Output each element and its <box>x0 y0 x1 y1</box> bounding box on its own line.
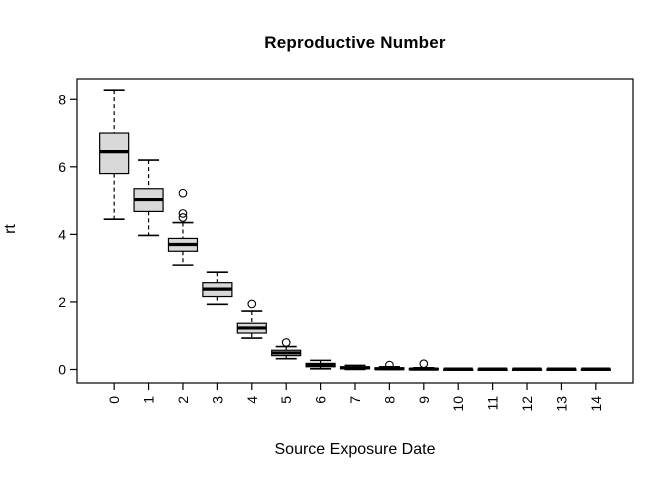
outlier-point <box>419 359 429 369</box>
x-tick-label: 11 <box>485 396 501 411</box>
x-tick-label: 6 <box>313 396 329 404</box>
x-tick-label: 7 <box>347 396 363 404</box>
x-tick-label: 4 <box>244 396 260 404</box>
outlier-point <box>178 213 188 222</box>
outlier-point <box>281 338 291 347</box>
outlier-point <box>385 360 394 370</box>
x-tick-label: 3 <box>209 396 225 404</box>
x-tick-label: 12 <box>519 396 535 412</box>
outlier-point <box>247 299 257 309</box>
y-tick-label: 2 <box>58 294 66 310</box>
chart-title: Reproductive Number <box>264 33 446 52</box>
outlier-point <box>178 209 188 218</box>
y-tick-label: 8 <box>58 91 66 107</box>
x-tick-label: 1 <box>141 396 157 404</box>
x-tick-label: 2 <box>175 396 191 404</box>
x-tick-label: 0 <box>106 396 122 404</box>
x-tick-label: 5 <box>278 396 294 404</box>
y-axis-label: rt <box>2 224 19 234</box>
outlier-point <box>178 188 188 198</box>
x-tick-label: 14 <box>588 396 604 412</box>
y-tick-label: 0 <box>58 361 66 377</box>
y-tick-label: 4 <box>58 226 66 242</box>
box-iqr <box>99 132 130 175</box>
y-tick-label: 6 <box>58 159 66 175</box>
plot-border <box>76 78 634 384</box>
x-axis-label: Source Exposure Date <box>274 441 436 458</box>
x-tick-label: 8 <box>381 396 397 404</box>
x-tick-label: 9 <box>416 396 432 404</box>
x-tick-label: 13 <box>553 396 569 412</box>
x-tick-label: 10 <box>450 396 466 412</box>
